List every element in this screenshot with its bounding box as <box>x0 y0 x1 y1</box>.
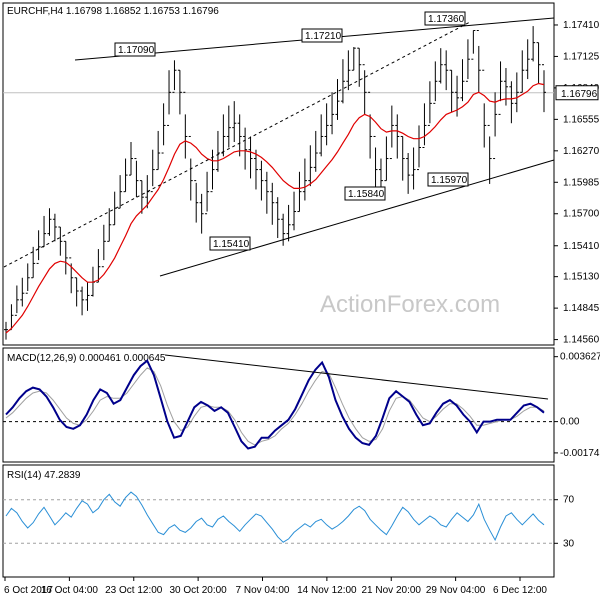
x-tick-label: 6 Oct 2017 <box>4 585 53 596</box>
price-annotation-label: 1.17360 <box>428 14 465 25</box>
macd-series: 0.003627 0.00 -0.001748 <box>3 352 600 459</box>
price-panel-frame <box>2 2 555 346</box>
price-annotation-box <box>427 172 469 187</box>
price-tick-label: 1.15700 <box>563 209 600 220</box>
macd-tick-label: -0.001748 <box>560 448 600 459</box>
rsi-line <box>5 491 545 543</box>
price-annotation-box <box>301 28 343 43</box>
x-tick-label: 29 Nov 04:00 <box>426 585 486 596</box>
price-annotation-box <box>424 11 466 26</box>
macd-line <box>5 359 545 450</box>
price-annotation-box <box>209 236 251 251</box>
price-annotations: 1.17090 1.17210 1.17360 1.15840 1.15970 1.154… <box>114 11 469 251</box>
macd-panel-frame <box>2 347 555 463</box>
price-axis: 1.174101.171251.168401.165551.162701.159… <box>3 20 600 346</box>
price-tick-label: 1.14845 <box>563 303 600 314</box>
price-tick-label: 1.16555 <box>563 114 600 125</box>
price-annotation-box <box>344 186 386 201</box>
rsi-label: RSI(14) 47.2839 <box>7 470 81 481</box>
price-annotation-label: 1.17090 <box>118 45 155 56</box>
x-tick-label: 30 Oct 20:00 <box>169 585 227 596</box>
moving-average-line <box>5 82 545 334</box>
price-tick-label: 1.15130 <box>563 272 600 283</box>
price-annotation-label: 1.15840 <box>348 189 385 200</box>
macd-divergence-line <box>164 354 549 400</box>
x-tick-label: 7 Nov 04:00 <box>236 585 290 596</box>
price-annotation-box <box>114 42 156 57</box>
rsi-tick-label: 70 <box>563 495 575 506</box>
price-tick-label: 1.14560 <box>563 335 600 346</box>
x-tick-label: 6 Dec 12:00 <box>493 585 547 596</box>
x-tick-label: 16 Oct 04:00 <box>41 585 99 596</box>
price-tick-label: 1.17125 <box>563 51 600 62</box>
price-tick-label: 1.15985 <box>563 177 600 188</box>
price-annotation-label: 1.17210 <box>305 31 342 42</box>
chart-title: EURCHF,H4 1.16798 1.16852 1.16753 1.1679… <box>7 6 219 17</box>
macd-label: MACD(12,26,9) 0.000461 0.000645 <box>7 353 166 364</box>
price-annotation-label: 1.15970 <box>431 175 468 186</box>
last-price-label: 1.16796 <box>561 89 598 100</box>
x-tick-label: 14 Nov 12:00 <box>297 585 357 596</box>
watermark: ActionForex.com <box>320 291 500 318</box>
x-tick-label: 21 Nov 20:00 <box>362 585 422 596</box>
last-price-box <box>555 85 599 101</box>
dashed-trend-line <box>3 21 471 268</box>
x-tick-label: 23 Oct 12:00 <box>105 585 163 596</box>
price-annotation-label: 1.15410 <box>213 239 250 250</box>
price-tick-label: 1.15410 <box>563 241 600 252</box>
rsi-tick-label: 30 <box>563 538 575 549</box>
price-tick-label: 1.16270 <box>563 146 600 157</box>
price-tick-label: 1.17410 <box>563 20 600 31</box>
rsi-panel-frame <box>2 464 555 578</box>
lower-channel-line <box>159 159 555 277</box>
rsi-series: 70 30 <box>3 491 575 549</box>
macd-tick-label: 0.00 <box>560 417 580 428</box>
price-bars <box>4 26 546 340</box>
macd-tick-label: 0.003627 <box>560 352 600 363</box>
